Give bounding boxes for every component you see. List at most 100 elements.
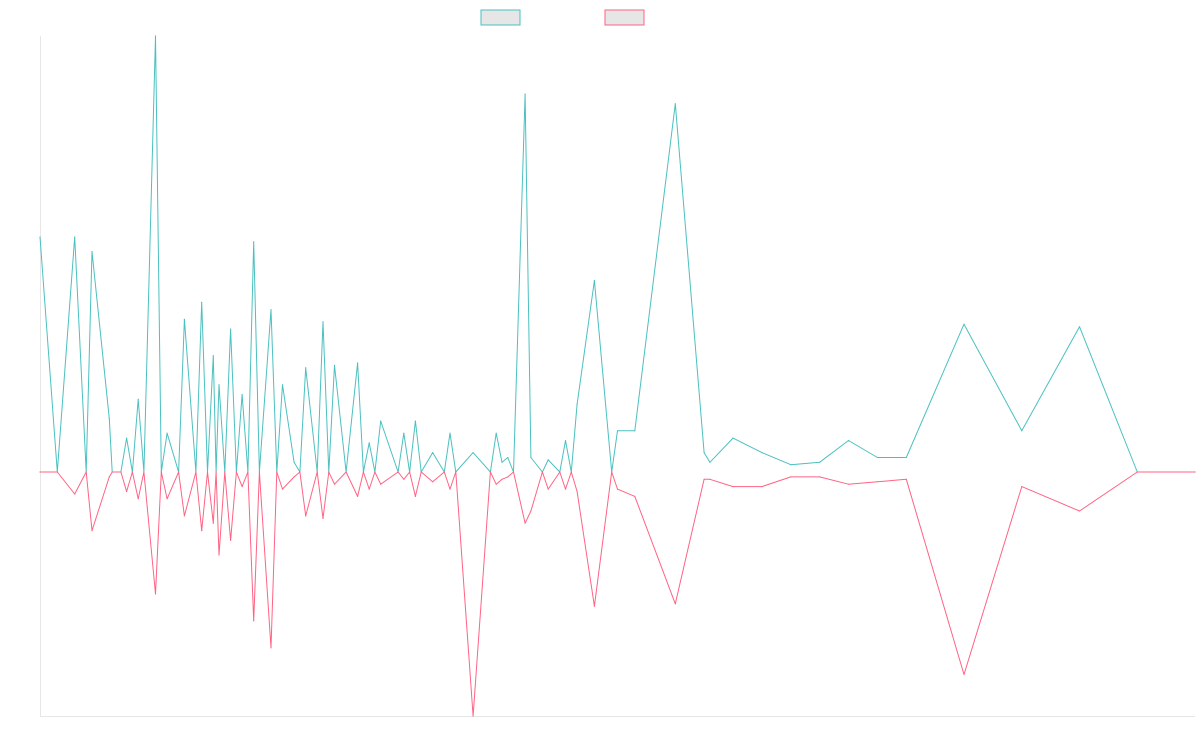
data-point-a[interactable] [507,456,509,459]
data-point-b[interactable] [212,522,214,524]
data-point-a[interactable] [281,384,284,386]
data-point-b[interactable] [449,488,451,490]
data-point-b[interactable] [143,471,145,473]
data-point-b[interactable] [616,488,619,490]
data-point-b[interactable] [1194,471,1196,473]
data-point-b[interactable] [160,471,162,473]
data-point-b[interactable] [270,647,272,649]
data-point-b[interactable] [397,471,399,473]
data-point-b[interactable] [847,483,850,485]
data-point-a[interactable] [126,437,128,439]
data-point-b[interactable] [305,515,307,517]
data-point-a[interactable] [218,384,220,386]
data-point-b[interactable] [819,476,821,478]
data-point-b[interactable] [39,471,41,473]
data-point-a[interactable] [472,452,474,454]
data-point-a[interactable] [241,393,243,396]
data-point-b[interactable] [501,478,503,480]
data-point-b[interactable] [166,498,168,500]
data-point-b[interactable] [224,471,226,473]
data-point-a[interactable] [230,328,232,330]
data-point-a[interactable] [414,420,416,422]
data-point-b[interactable] [218,554,220,556]
data-point-b[interactable] [178,471,180,473]
data-point-a[interactable] [1021,430,1023,432]
data-point-b[interactable] [530,510,532,512]
data-point-a[interactable] [530,456,532,459]
data-point-a[interactable] [524,93,526,95]
data-point-b[interactable] [489,471,491,473]
data-point-a[interactable] [963,323,965,325]
data-point-b[interactable] [357,495,359,497]
data-point-b[interactable] [206,471,209,473]
data-point-a[interactable] [674,103,676,105]
data-point-b[interactable] [108,476,110,478]
data-point-a[interactable] [790,464,792,466]
data-point-a[interactable] [564,439,567,442]
data-point-b[interactable] [126,490,128,493]
data-point-a[interactable] [501,461,503,463]
data-point-b[interactable] [709,478,711,480]
data-point-b[interactable] [111,471,113,473]
data-point-b[interactable] [611,471,613,473]
data-point-a[interactable] [39,236,41,238]
data-point-b[interactable] [414,495,416,497]
data-point-a[interactable] [709,461,711,463]
data-point-b[interactable] [120,471,122,473]
series-line-a[interactable] [39,35,1195,473]
data-point-a[interactable] [432,452,434,454]
data-point-a[interactable] [212,355,214,357]
legend-item-series-a[interactable] [480,9,521,26]
data-point-b[interactable] [409,471,411,473]
data-point-a[interactable] [368,442,370,444]
data-point-b[interactable] [362,471,364,473]
data-point-b[interactable] [876,481,879,483]
data-point-b[interactable] [703,478,705,480]
data-point-a[interactable] [166,432,168,434]
data-point-b[interactable] [137,498,139,500]
data-point-a[interactable] [305,367,307,369]
data-point-a[interactable] [108,418,110,420]
data-point-b[interactable] [183,515,185,517]
data-point-b[interactable] [380,483,382,485]
data-point-b[interactable] [674,603,676,605]
data-point-b[interactable] [443,471,445,473]
data-point-a[interactable] [876,456,879,459]
data-point-a[interactable] [547,459,549,461]
data-point-a[interactable] [1078,326,1081,328]
series-line-b[interactable] [40,471,1195,717]
data-point-a[interactable] [357,362,359,364]
data-point-b[interactable] [559,471,561,473]
data-point-b[interactable] [432,481,434,483]
legend-item-series-b[interactable] [604,9,645,26]
data-point-a[interactable] [91,251,93,253]
data-point-a[interactable] [137,398,139,400]
data-point-b[interactable] [299,471,301,473]
data-point-a[interactable] [847,439,850,442]
data-point-b[interactable] [322,517,324,520]
data-point-b[interactable] [258,471,260,473]
data-point-a[interactable] [154,35,157,37]
data-point-a[interactable] [495,432,497,434]
data-point-b[interactable] [333,483,336,485]
data-point-b[interactable] [524,522,526,524]
data-point-b[interactable] [761,486,763,488]
data-point-a[interactable] [761,452,763,454]
data-point-b[interactable] [593,605,596,607]
data-point-a[interactable] [333,364,336,366]
data-point-b[interactable] [368,488,370,490]
data-point-b[interactable] [91,530,93,532]
data-point-a[interactable] [293,461,295,463]
data-point-a[interactable] [322,321,324,323]
data-point-a[interactable] [380,420,382,422]
data-point-a[interactable] [449,432,451,434]
data-point-b[interactable] [56,471,58,473]
data-point-a[interactable] [634,430,636,432]
data-point-b[interactable] [131,471,133,473]
data-point-b[interactable] [201,530,203,532]
data-point-b[interactable] [732,486,734,488]
data-point-b[interactable] [247,471,249,473]
data-point-a[interactable] [819,461,821,463]
data-point-b[interactable] [634,495,636,497]
data-point-b[interactable] [235,471,237,473]
